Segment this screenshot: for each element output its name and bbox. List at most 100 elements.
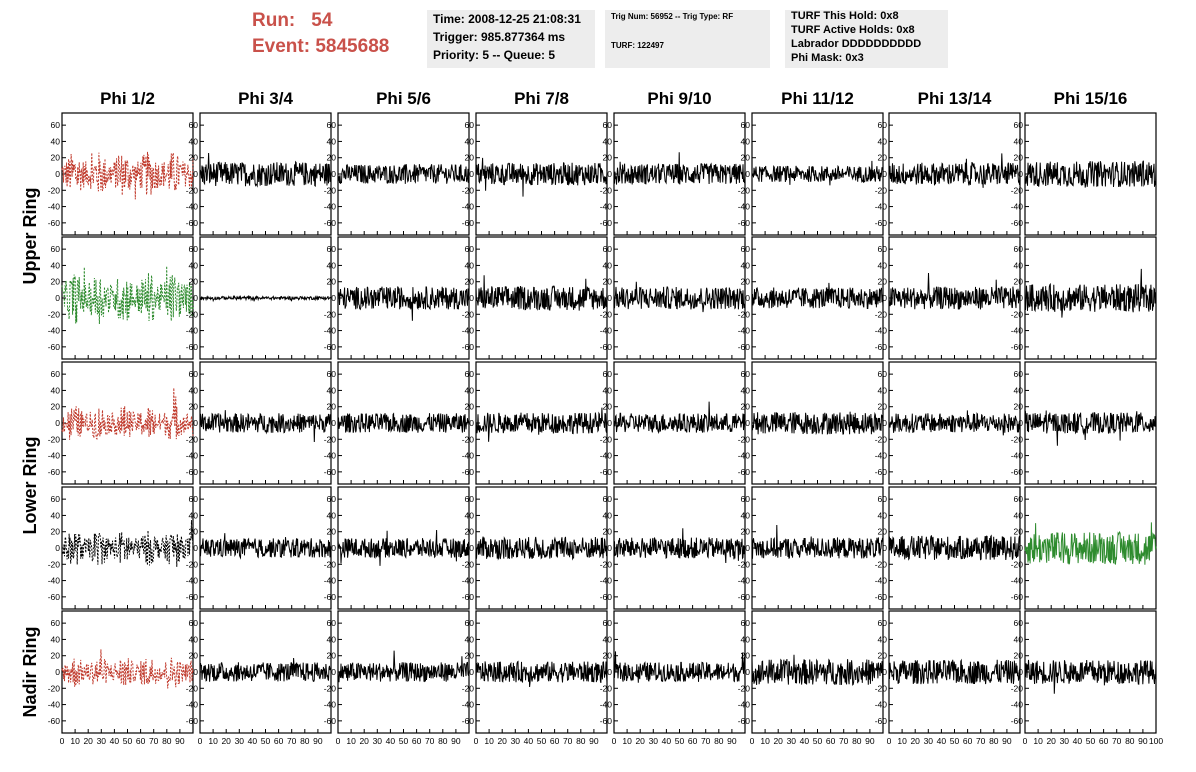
y-tick-label-r5-c6: 20 (741, 651, 751, 661)
y-tick-label-r2-c1: -60 (48, 342, 61, 352)
y-tick-label-r1-c5: 40 (603, 136, 613, 146)
y-tick-label-r2-c5: 60 (603, 244, 613, 254)
x-tick-label-c2: 30 (235, 736, 245, 746)
y-tick-label-r3-c1: -60 (48, 467, 61, 477)
y-tick-label-r1-c8: -40 (1011, 202, 1024, 212)
y-tick-label-r2-c2: -20 (186, 309, 199, 319)
y-tick-label-r3-c3: -20 (324, 434, 337, 444)
y-tick-label-r3-c6: 40 (741, 385, 751, 395)
x-tick-label-c8: 0 (1023, 736, 1028, 746)
x-tick-label-c1: 80 (162, 736, 172, 746)
x-tick-label-c8: 30 (1060, 736, 1070, 746)
y-tick-label-r4-c1: 20 (51, 527, 61, 537)
y-tick-label-r2-c5: 0 (607, 293, 612, 303)
waveform-trace-r3-c2 (199, 410, 332, 443)
y-tick-label-r5-c1: 60 (51, 618, 61, 628)
x-tick-label-c4: 60 (550, 736, 560, 746)
y-tick-label-r5-c3: -20 (324, 683, 337, 693)
y-tick-label-r5-c2: 20 (189, 651, 199, 661)
y-tick-label-r1-c8: 60 (1014, 120, 1024, 130)
y-tick-label-r4-c8: 0 (1018, 543, 1023, 553)
waveform-trace-r4-c4 (475, 536, 608, 561)
y-tick-label-r4-c6: 20 (741, 527, 751, 537)
x-tick-label-c8: 90 (1138, 736, 1148, 746)
y-tick-label-r1-c5: -40 (600, 202, 613, 212)
y-tick-label-r3-c7: -20 (875, 434, 888, 444)
x-tick-label-c1: 50 (123, 736, 133, 746)
waveform-trace-r3-c5 (613, 401, 746, 435)
run-value: 54 (311, 10, 333, 31)
y-tick-label-r5-c8: -20 (1011, 683, 1024, 693)
y-tick-label-r5-c8: 40 (1014, 634, 1024, 644)
waveform-trace-r1-c8 (1024, 160, 1157, 188)
y-tick-label-r3-c3: 20 (327, 402, 337, 412)
y-tick-label-r5-c3: 40 (327, 634, 337, 644)
y-tick-label-r3-c8: 20 (1014, 402, 1024, 412)
y-tick-label-r4-c6: 40 (741, 510, 751, 520)
y-tick-label-r3-c7: 40 (878, 385, 888, 395)
y-tick-label-r2-c8: 40 (1014, 260, 1024, 270)
y-tick-label-r5-c5: 60 (603, 618, 613, 628)
y-tick-label-r5-c3: -60 (324, 716, 337, 726)
y-tick-label-r1-c2: -20 (186, 185, 199, 195)
x-tick-label-c4: 90 (589, 736, 599, 746)
y-tick-label-r4-c2: -40 (186, 576, 199, 586)
y-tick-label-r4-c7: -40 (875, 576, 888, 586)
y-tick-label-r5-c4: -40 (462, 700, 475, 710)
y-tick-label-r1-c4: -40 (462, 202, 475, 212)
y-tick-label-r5-c4: 20 (465, 651, 475, 661)
waveform-trace-r4-c5 (613, 528, 746, 564)
y-tick-label-r5-c2: -20 (186, 683, 199, 693)
y-tick-label-r2-c3: 0 (331, 293, 336, 303)
waveform-trace-r4-c2 (199, 533, 332, 560)
y-tick-label-r1-c6: 20 (741, 153, 751, 163)
y-tick-label-r2-c3: 20 (327, 277, 337, 287)
column-header-5: Phi 9/10 (647, 89, 711, 108)
y-tick-label-r4-c8: 40 (1014, 510, 1024, 520)
y-tick-label-r1-c2: -60 (186, 218, 199, 228)
y-tick-label-r1-c7: -60 (875, 218, 888, 228)
x-tick-label-c2: 20 (221, 736, 231, 746)
x-tick-label-c7: 60 (963, 736, 973, 746)
column-header-4: Phi 7/8 (514, 89, 569, 108)
column-header-2: Phi 3/4 (238, 89, 293, 108)
x-tick-label-c4: 50 (537, 736, 547, 746)
y-tick-label-r2-c8: -40 (1011, 326, 1024, 336)
y-tick-label-r4-c4: 60 (465, 494, 475, 504)
x-tick-label-c4: 20 (497, 736, 507, 746)
y-tick-label-r3-c4: 20 (465, 402, 475, 412)
y-tick-label-r1-c5: -60 (600, 218, 613, 228)
x-tick-label-c6: 90 (865, 736, 875, 746)
y-tick-label-r4-c3: -40 (324, 576, 337, 586)
y-tick-label-r4-c5: -60 (600, 592, 613, 602)
y-tick-label-r5-c4: 40 (465, 634, 475, 644)
y-tick-label-r5-c4: 0 (469, 667, 474, 677)
trig-num-text: Trig Num: 56952 -- Trig Type: RF (611, 12, 734, 21)
x-tick-label-c1: 20 (83, 736, 93, 746)
x-tick-label-c2: 50 (261, 736, 271, 746)
x-tick-label-c8: 70 (1112, 736, 1122, 746)
time-text: Time: 2008-12-25 21:08:31 (433, 12, 581, 26)
y-tick-label-r1-c5: 0 (607, 169, 612, 179)
y-tick-label-r3-c7: 20 (878, 402, 888, 412)
y-tick-label-r3-c5: 40 (603, 385, 613, 395)
y-tick-label-r3-c7: 0 (882, 418, 887, 428)
y-tick-label-r3-c2: -60 (186, 467, 199, 477)
y-tick-label-r4-c4: 40 (465, 510, 475, 520)
y-tick-label-r5-c7: 0 (882, 667, 887, 677)
y-tick-label-r2-c3: -60 (324, 342, 337, 352)
waveform-trace-r2-c6 (751, 282, 884, 309)
y-tick-label-r3-c1: -20 (48, 434, 61, 444)
x-tick-label-c4: 30 (511, 736, 521, 746)
waveform-trace-r5-c8 (1024, 659, 1157, 694)
event-label: Event: (252, 36, 311, 57)
y-tick-label-r5-c8: 20 (1014, 651, 1024, 661)
y-tick-label-r1-c1: 40 (51, 136, 61, 146)
column-header-6: Phi 11/12 (781, 89, 854, 108)
waveform-trace-r3-c8 (1024, 410, 1157, 446)
x-tick-label-c3: 20 (359, 736, 369, 746)
event-row: Event: 5845688 (252, 34, 422, 60)
y-tick-label-r1-c6: -20 (738, 185, 751, 195)
y-tick-label-r5-c3: -40 (324, 700, 337, 710)
y-tick-label-r5-c6: -40 (738, 700, 751, 710)
